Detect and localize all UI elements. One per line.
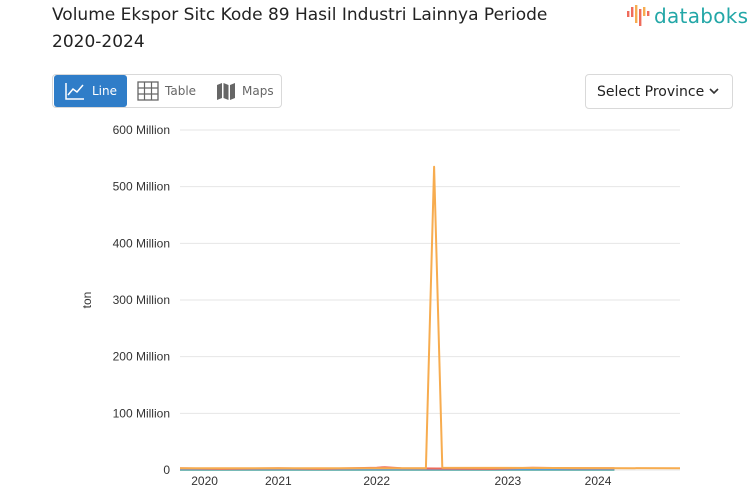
line-view-label: Line bbox=[92, 84, 118, 98]
maps-view-button[interactable]: Maps bbox=[206, 75, 284, 107]
chevron-down-icon bbox=[709, 88, 719, 95]
province-select-label: Select Province bbox=[597, 83, 705, 100]
province-select[interactable]: Select Province bbox=[585, 74, 733, 109]
x-tick-label: 2021 bbox=[265, 474, 292, 488]
table-view-button[interactable]: Table bbox=[127, 75, 206, 107]
y-tick-label: 300 Million bbox=[113, 293, 170, 307]
table-view-label: Table bbox=[165, 84, 197, 98]
maps-view-label: Maps bbox=[242, 84, 274, 98]
chart-title: Volume Ekspor Sitc Kode 89 Hasil Industr… bbox=[52, 5, 548, 52]
line-chart-icon bbox=[65, 83, 84, 100]
x-tick-label: 2024 bbox=[585, 474, 612, 488]
view-toggle: Line Table Maps bbox=[52, 74, 282, 108]
line-view-button[interactable]: Line bbox=[54, 75, 128, 107]
table-icon bbox=[137, 81, 159, 101]
y-axis-label: ton bbox=[80, 292, 94, 309]
databoks-logo[interactable]: databoks bbox=[626, 4, 748, 28]
y-tick-label: 600 Million bbox=[113, 123, 170, 137]
y-tick-label: 400 Million bbox=[113, 236, 170, 250]
y-tick-label: 100 Million bbox=[113, 406, 170, 420]
logo-bars-icon bbox=[627, 5, 650, 26]
y-tick-label: 0 bbox=[163, 463, 170, 477]
series-line-0 bbox=[180, 165, 681, 470]
y-tick-label: 500 Million bbox=[113, 180, 170, 194]
y-tick-label: 200 Million bbox=[113, 350, 170, 364]
x-tick-label: 2022 bbox=[363, 474, 390, 488]
logo-text: databoks bbox=[654, 4, 749, 28]
x-tick-label: 2020 bbox=[191, 474, 218, 488]
x-tick-label: 2023 bbox=[495, 474, 522, 488]
map-icon bbox=[217, 83, 236, 100]
